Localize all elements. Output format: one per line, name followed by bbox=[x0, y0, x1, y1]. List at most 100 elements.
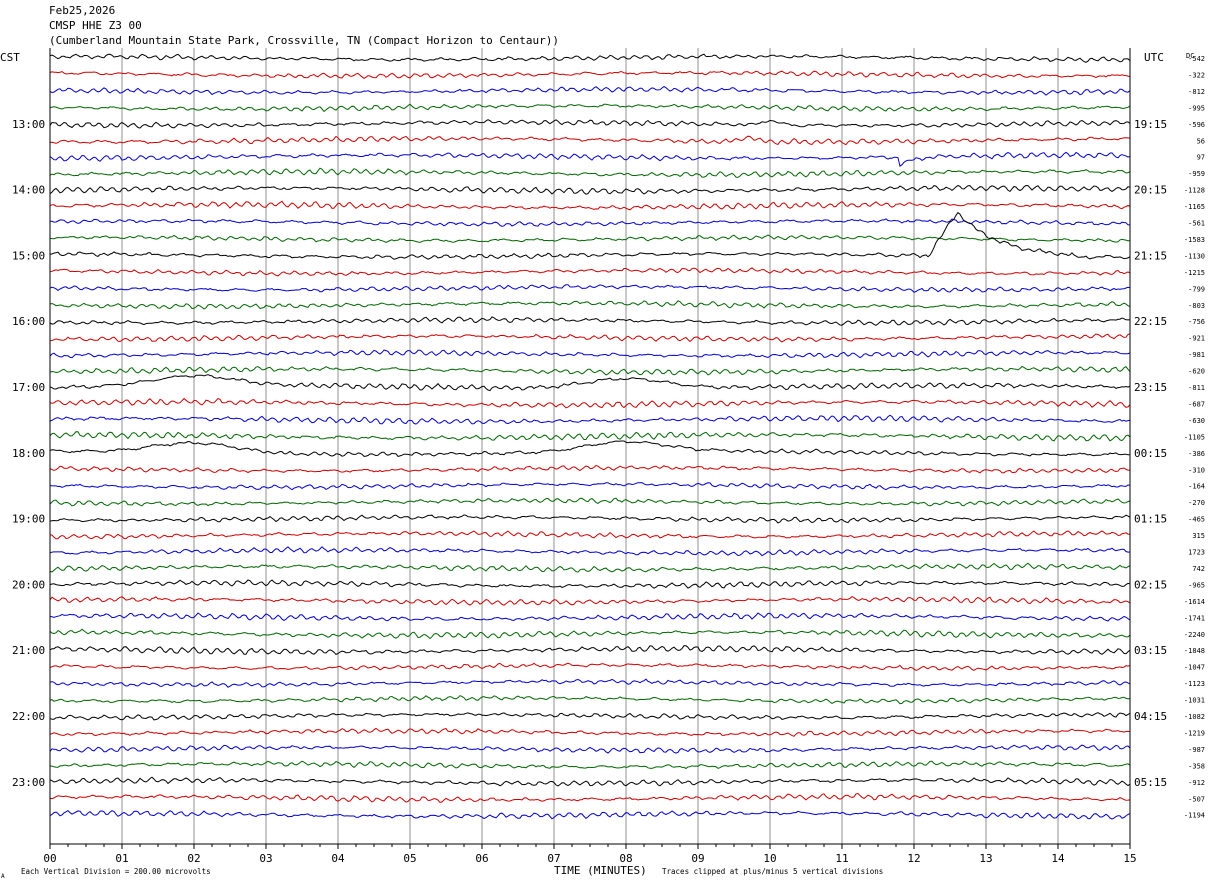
trace-line bbox=[49, 85, 1131, 96]
footer-left-text: Each Vertical Division = 200.00 microvol… bbox=[21, 867, 211, 876]
dc-offset-label: -1583 bbox=[1184, 236, 1205, 244]
dc-offset-label: -630 bbox=[1188, 417, 1205, 425]
x-axis-title: TIME (MINUTES) bbox=[554, 864, 647, 877]
trace-line bbox=[49, 167, 1131, 178]
dc-offset-label: -1614 bbox=[1184, 598, 1205, 606]
trace-line bbox=[49, 267, 1131, 277]
dc-offset-label: -1215 bbox=[1184, 269, 1205, 277]
left-hour-label: 20:00 bbox=[12, 578, 45, 591]
dc-offset-label: -596 bbox=[1188, 121, 1205, 129]
trace-line bbox=[49, 365, 1131, 376]
right-hour-label: 01:15 bbox=[1134, 513, 1167, 526]
dc-offset-label: -803 bbox=[1188, 302, 1205, 310]
x-tick-label: 00 bbox=[43, 852, 56, 865]
x-tick-label: 15 bbox=[1123, 852, 1136, 865]
dc-offset-label: -1848 bbox=[1184, 647, 1205, 655]
right-hour-label: 21:15 bbox=[1134, 249, 1167, 262]
trace-line bbox=[49, 349, 1131, 359]
trace-line bbox=[49, 712, 1131, 721]
dc-offset-label: -811 bbox=[1188, 384, 1205, 392]
dc-offset-label: 315 bbox=[1192, 532, 1205, 540]
trace-line bbox=[49, 234, 1131, 243]
dc-offset-label: -270 bbox=[1188, 499, 1205, 507]
axes-group: 00 01 02 03 04 05 06 07 08 09 10 11 12 13 14 15 -542 -322… bbox=[12, 48, 1205, 865]
trace-line bbox=[49, 678, 1131, 688]
trace-group bbox=[49, 53, 1131, 820]
x-tick-label: 04 bbox=[331, 852, 345, 865]
x-tick-label: 10 bbox=[763, 852, 776, 865]
x-tick-label: 06 bbox=[475, 852, 488, 865]
left-hour-label: 15:00 bbox=[12, 249, 45, 262]
dc-offset-label: -1031 bbox=[1184, 697, 1205, 705]
x-tick-label: 03 bbox=[259, 852, 272, 865]
left-hour-label: 23:00 bbox=[12, 776, 45, 789]
right-hour-label: 03:15 bbox=[1134, 644, 1167, 657]
trace-line bbox=[49, 662, 1131, 671]
dc-offset-label: -1741 bbox=[1184, 614, 1205, 622]
trace-line bbox=[49, 579, 1131, 589]
right-hour-label: 00:15 bbox=[1134, 447, 1167, 460]
corner-mark: A bbox=[1, 873, 5, 880]
dc-offset-label: -164 bbox=[1188, 483, 1205, 491]
x-tick-label: 02 bbox=[187, 852, 200, 865]
dc-offset-label: -358 bbox=[1188, 762, 1205, 770]
dc-offset-label: -987 bbox=[1188, 746, 1205, 754]
dc-offset-label: -799 bbox=[1188, 285, 1205, 293]
right-hour-label: 04:15 bbox=[1134, 710, 1167, 723]
dc-offset-label: -1082 bbox=[1184, 713, 1205, 721]
trace-line bbox=[49, 514, 1131, 524]
dc-offset-label: 56 bbox=[1197, 137, 1205, 145]
dc-offset-label: -561 bbox=[1188, 220, 1205, 228]
trace-line bbox=[49, 482, 1131, 491]
right-hour-label: 02:15 bbox=[1134, 578, 1167, 591]
trace-line bbox=[49, 211, 1131, 260]
right-hour-label: 05:15 bbox=[1134, 776, 1167, 789]
trace-line bbox=[49, 760, 1131, 770]
trace-line bbox=[49, 374, 1131, 392]
trace-line bbox=[49, 200, 1131, 211]
trace-line bbox=[49, 184, 1131, 195]
left-timezone-label: CST bbox=[0, 51, 20, 64]
left-hour-label: 18:00 bbox=[12, 447, 45, 460]
trace-line bbox=[49, 316, 1130, 326]
dc-offset-label: -959 bbox=[1188, 170, 1205, 178]
trace-line bbox=[49, 744, 1131, 754]
grid-lines bbox=[121, 48, 1059, 844]
footer-right-text: Traces clipped at plus/minus 5 vertical … bbox=[662, 867, 883, 876]
trace-line bbox=[49, 612, 1131, 622]
date-label: Feb25,2026 bbox=[49, 4, 116, 17]
left-hour-label: 16:00 bbox=[12, 315, 45, 328]
dc-offset-label: -465 bbox=[1188, 516, 1205, 524]
trace-line bbox=[49, 397, 1131, 409]
trace-line bbox=[49, 727, 1131, 737]
x-tick-label: 01 bbox=[115, 852, 128, 865]
trace-line bbox=[49, 284, 1131, 293]
x-tick-label: 08 bbox=[619, 852, 632, 865]
dc-offset-label: -921 bbox=[1188, 335, 1205, 343]
dc-offset-label: -507 bbox=[1188, 795, 1205, 803]
right-hour-label: 22:15 bbox=[1134, 315, 1167, 328]
dc-offset-label: -620 bbox=[1188, 368, 1205, 376]
dc-offset-label: -1047 bbox=[1184, 664, 1205, 672]
right-hour-label: 19:15 bbox=[1134, 118, 1167, 131]
left-hour-label: 19:00 bbox=[12, 513, 45, 526]
dc-offset-label: -386 bbox=[1188, 450, 1205, 458]
left-hour-label: 13:00 bbox=[12, 118, 45, 131]
trace-line bbox=[49, 218, 1131, 227]
x-tick-label: 14 bbox=[1051, 852, 1065, 865]
dc-offset-label: -322 bbox=[1188, 71, 1205, 79]
left-hour-label: 14:00 bbox=[12, 184, 45, 197]
dc-offset-label: -310 bbox=[1188, 466, 1205, 474]
trace-line bbox=[49, 151, 1131, 168]
dc-offset-label: -687 bbox=[1188, 400, 1205, 408]
location-label: (Cumberland Mountain State Park, Crossvi… bbox=[49, 34, 559, 47]
trace-line bbox=[49, 333, 1131, 343]
x-tick-label: 07 bbox=[547, 852, 560, 865]
trace-line bbox=[49, 497, 1131, 507]
x-tick-label: 13 bbox=[979, 852, 992, 865]
trace-line bbox=[49, 809, 1131, 820]
x-tick-label: 11 bbox=[835, 852, 848, 865]
x-tick-label: 12 bbox=[907, 852, 920, 865]
trace-line bbox=[49, 431, 1131, 442]
dc-offset-label: -981 bbox=[1188, 351, 1205, 359]
